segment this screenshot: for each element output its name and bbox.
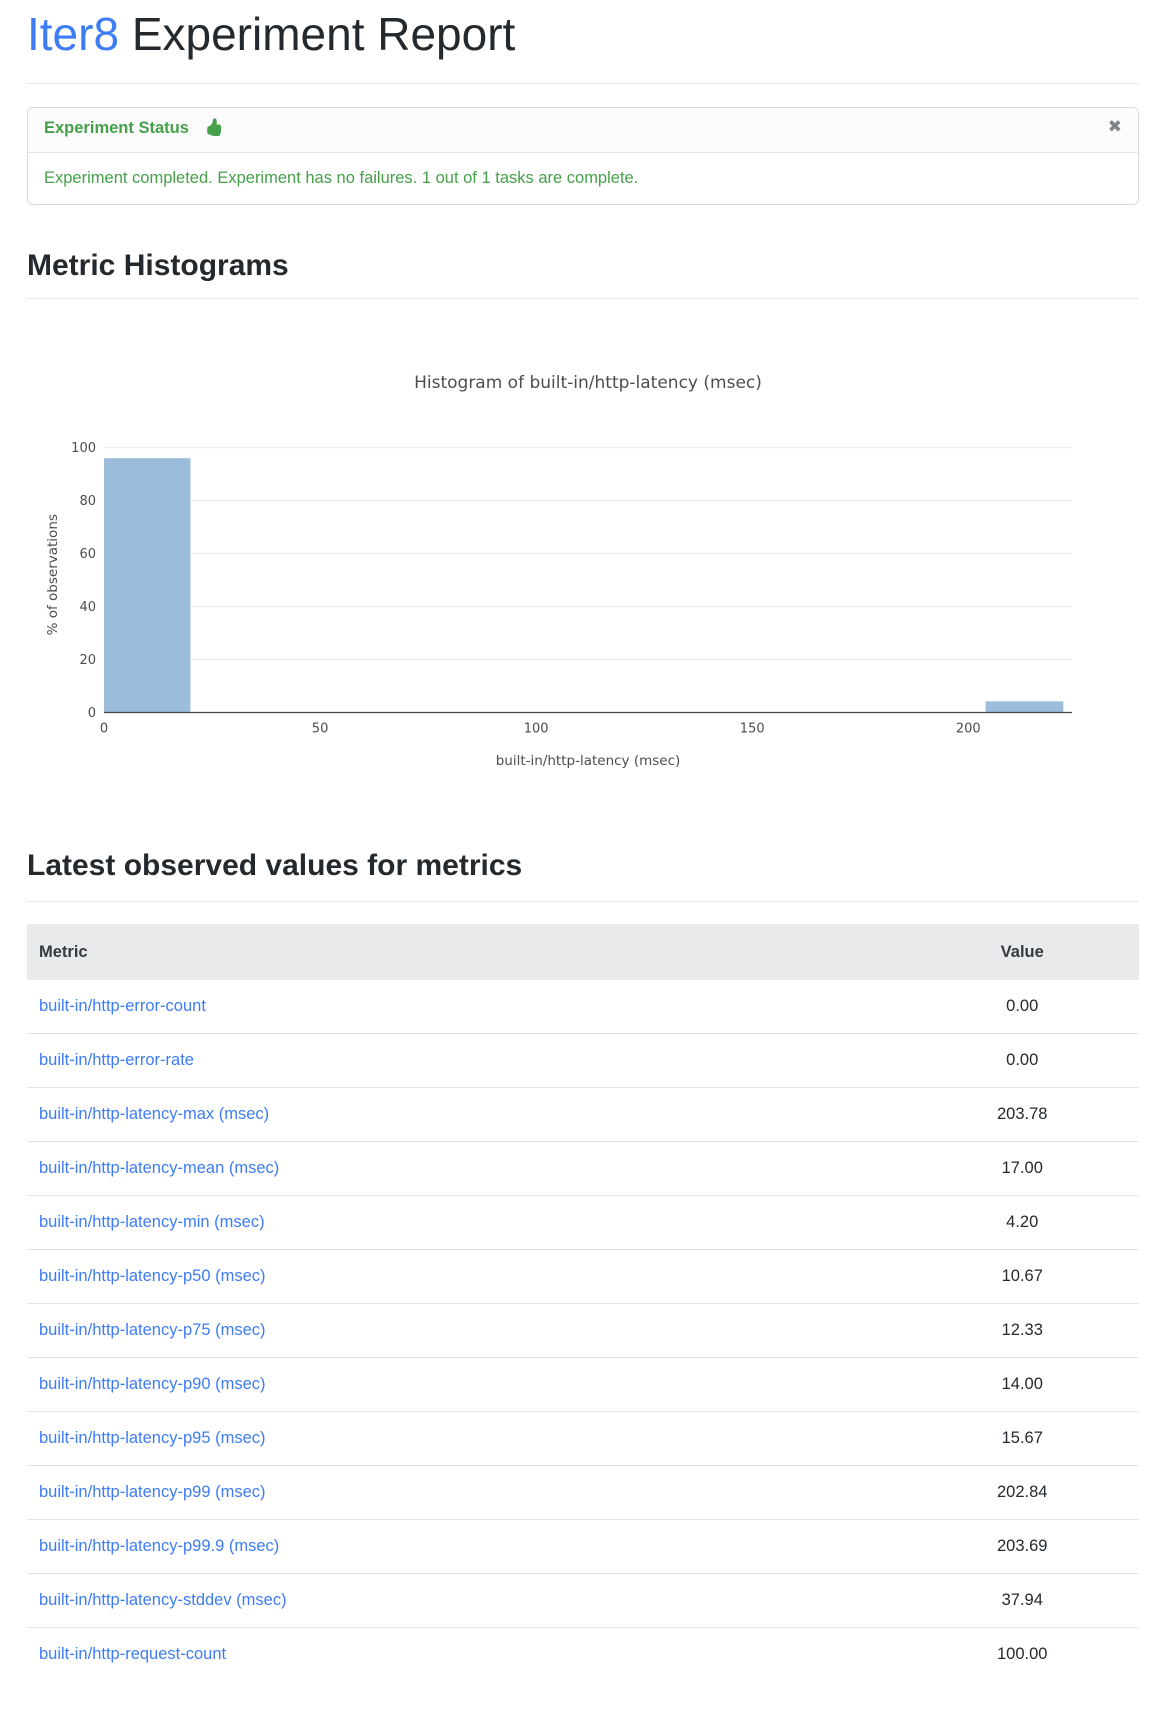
table-row: built-in/http-latency-max (msec) 203.78 <box>27 1086 1139 1141</box>
metric-link[interactable]: built-in/http-latency-p99 (msec) <box>39 1482 266 1501</box>
status-message: Experiment completed. Experiment has no … <box>44 168 639 187</box>
metric-value: 4.20 <box>905 1194 1139 1249</box>
x-tick-label: 150 <box>740 722 765 737</box>
section-heading-histograms: Metric Histograms <box>27 248 289 282</box>
metric-cell: built-in/http-latency-p90 (msec) <box>27 1356 906 1411</box>
metric-value: 12.33 <box>905 1302 1139 1357</box>
metric-link[interactable]: built-in/http-latency-mean (msec) <box>39 1158 280 1177</box>
thumbs-up-icon <box>205 117 223 142</box>
metric-value: 37.94 <box>905 1572 1139 1627</box>
page-title-text: Experiment Report <box>119 8 516 60</box>
y-tick-label: 80 <box>79 494 96 509</box>
metric-link[interactable]: built-in/http-latency-p75 (msec) <box>39 1320 266 1339</box>
metric-value: 17.00 <box>905 1140 1139 1195</box>
metric-value: 202.84 <box>905 1464 1139 1519</box>
metric-link[interactable]: built-in/http-latency-p90 (msec) <box>39 1374 266 1393</box>
table-header-row: Metric Value <box>27 923 1139 980</box>
y-tick-label: 20 <box>79 653 96 668</box>
metric-link[interactable]: built-in/http-latency-stddev (msec) <box>39 1590 287 1609</box>
metric-cell: built-in/http-latency-mean (msec) <box>27 1140 906 1195</box>
metric-value: 0.00 <box>1006 996 1039 1015</box>
metric-link[interactable]: built-in/http-latency-p99.9 (msec) <box>39 1536 280 1555</box>
metric-value: 14.00 <box>905 1356 1139 1411</box>
table-row: built-in/http-error-rate 0.00 <box>27 1032 1139 1087</box>
metric-value: 203.69 <box>905 1518 1139 1573</box>
close-button[interactable]: ✖ <box>1107 116 1122 137</box>
metric-cell: built-in/http-latency-p50 (msec) <box>27 1248 906 1303</box>
status-card: Experiment Status ✖ Experiment completed… <box>27 106 1139 205</box>
metric-cell: built-in/http-error-count <box>27 980 905 1034</box>
metric-link[interactable]: built-in/http-error-count <box>39 996 206 1015</box>
x-tick-label: 50 <box>312 722 329 737</box>
metric-value: 203.78 <box>905 1086 1139 1141</box>
table-row: built-in/http-request-count 100.00 <box>27 1626 1139 1681</box>
brand-name: Iter8 <box>27 8 120 60</box>
metric-cell: built-in/http-latency-stddev (msec) <box>27 1572 906 1627</box>
metric-cell: built-in/http-latency-max (msec) <box>27 1086 906 1141</box>
metric-cell: built-in/http-latency-p99 (msec) <box>27 1464 906 1519</box>
metrics-table: Metric Value built-in/http-error-count 0.… <box>27 923 1139 1681</box>
x-tick-label: 0 <box>100 722 108 737</box>
metrics-table-body: built-in/http-error-count 0.00 built-in/ht… <box>27 980 1139 1681</box>
chart-title: Histogram of built-in/http-latency (msec… <box>414 373 762 393</box>
metric-link[interactable]: built-in/http-latency-p50 (msec) <box>39 1266 266 1285</box>
y-axis-title: % of observations <box>45 514 61 635</box>
metric-link[interactable]: built-in/http-request-count <box>39 1644 227 1663</box>
latency-histogram-chart: 0 20 40 60 80 100 0 50 100 150 200 Histogram of bui… <box>27 325 1139 775</box>
metric-value: 100.00 <box>905 1626 1139 1681</box>
metric-link[interactable]: built-in/http-latency-max (msec) <box>39 1104 270 1123</box>
divider <box>27 82 1139 84</box>
y-tick-label: 0 <box>88 706 96 721</box>
section-heading-latest-values: Latest observed values for metrics <box>27 849 523 882</box>
table-row: built-in/http-latency-p75 (msec) 12.33 <box>27 1302 1139 1357</box>
x-tick-label: 100 <box>524 722 549 737</box>
y-tick-label: 60 <box>79 547 96 562</box>
metric-link[interactable]: built-in/http-latency-p95 (msec) <box>39 1428 266 1447</box>
table-row: built-in/http-latency-min (msec) 4.20 <box>27 1194 1139 1249</box>
metric-cell: built-in/http-latency-p99.9 (msec) <box>27 1518 906 1573</box>
divider <box>27 900 1139 902</box>
metric-link[interactable]: built-in/http-error-rate <box>39 1050 194 1069</box>
table-row: built-in/http-latency-stddev (msec) 37.94 <box>27 1572 1139 1627</box>
y-tick-label: 100 <box>71 441 96 456</box>
metric-link[interactable]: built-in/http-latency-min (msec) <box>39 1212 265 1231</box>
table-row: built-in/http-latency-mean (msec) 17.00 <box>27 1140 1139 1195</box>
metric-cell: built-in/http-request-count <box>27 1626 906 1681</box>
metrics-table-header: Metric Value <box>27 923 1139 980</box>
metric-cell: built-in/http-latency-p75 (msec) <box>27 1302 906 1357</box>
metric-cell: built-in/http-latency-p95 (msec) <box>27 1410 906 1465</box>
status-card-body: Experiment completed. Experiment has no … <box>28 153 1138 204</box>
metric-value: 15.67 <box>905 1410 1139 1465</box>
table-row: built-in/http-latency-p90 (msec) 14.00 <box>27 1356 1139 1411</box>
x-axis-title: built-in/http-latency (msec) <box>496 753 681 769</box>
histogram-bar <box>104 458 191 713</box>
divider <box>27 298 1139 299</box>
status-card-title: Experiment Status <box>44 118 189 137</box>
table-row: built-in/http-error-count 0.00 <box>27 980 1139 1034</box>
x-tick-label: 200 <box>956 722 981 737</box>
table-row: built-in/http-latency-p99 (msec) 202.84 <box>27 1464 1139 1519</box>
y-tick-label: 40 <box>79 600 96 615</box>
status-card-header: Experiment Status ✖ <box>28 107 1138 153</box>
table-row: built-in/http-latency-p50 (msec) 10.67 <box>27 1248 1139 1303</box>
table-row: built-in/http-latency-p99.9 (msec) 203.69 <box>27 1518 1139 1573</box>
histogram-bar <box>985 701 1064 713</box>
column-header-value: Value <box>905 923 1139 980</box>
column-header-metric: Metric <box>27 923 906 980</box>
metric-value: 0.00 <box>905 1032 1139 1087</box>
metric-value: 10.67 <box>905 1248 1139 1303</box>
metric-cell: built-in/http-error-rate <box>27 1032 906 1087</box>
page-title: Iter8 Experiment Report <box>27 6 1139 64</box>
metric-cell: built-in/http-latency-min (msec) <box>27 1194 906 1249</box>
table-row: built-in/http-latency-p95 (msec) 15.67 <box>27 1410 1139 1465</box>
